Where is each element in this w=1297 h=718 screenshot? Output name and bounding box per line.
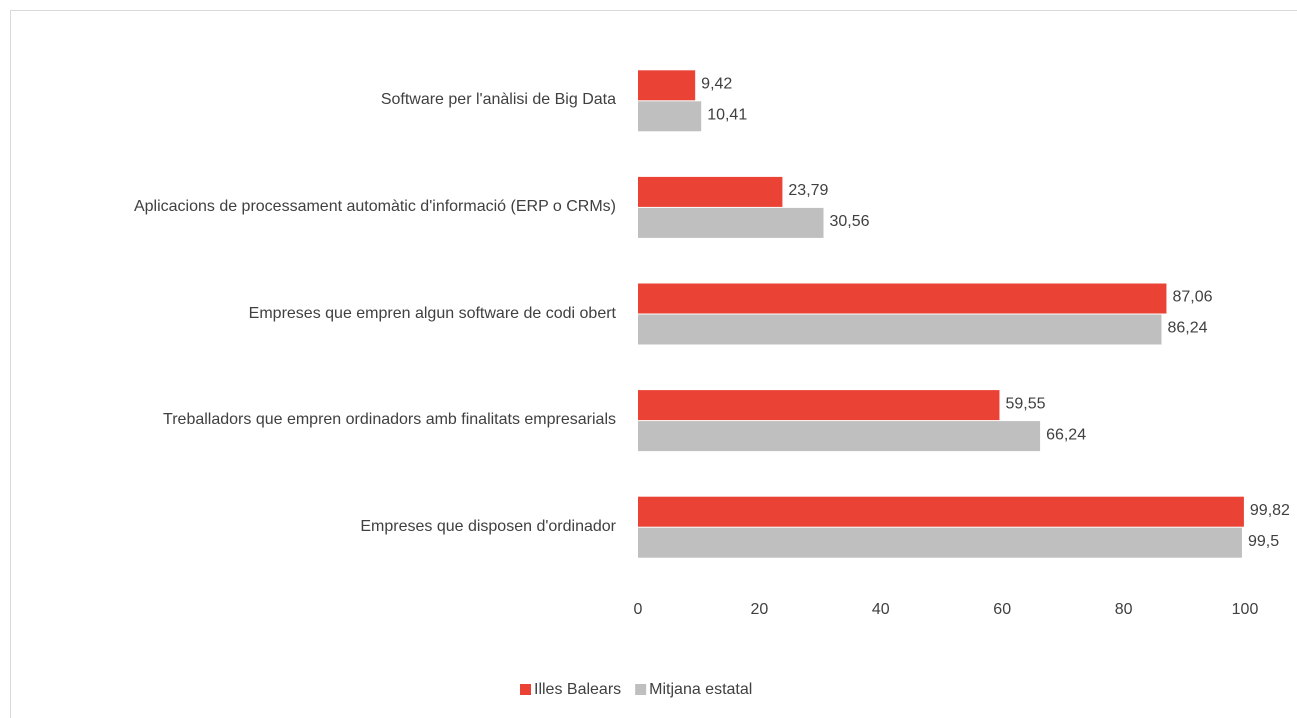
value-label: 66,24: [1046, 426, 1086, 443]
x-tick-label: 80: [1115, 601, 1133, 618]
category-label-box: Aplicacions de processament automàtic d'…: [20, 177, 616, 237]
value-label: 99,5: [1248, 533, 1279, 550]
legend-label: Mitjana estatal: [649, 681, 752, 698]
legend-swatch: [635, 684, 647, 695]
value-label: 59,55: [1005, 395, 1045, 412]
x-tick-label: 60: [993, 601, 1011, 618]
value-label: 87,06: [1172, 289, 1212, 306]
bar: [638, 421, 1041, 452]
chart-border: [10, 10, 1297, 718]
bar: [638, 176, 783, 207]
value-label: 9,42: [701, 76, 732, 93]
value-label: 86,24: [1167, 320, 1207, 337]
bar: [638, 314, 1162, 345]
y-tick-label: Empreses que empren algun software de co…: [248, 304, 616, 322]
bar: [638, 390, 1000, 421]
x-tick-label: 0: [634, 601, 643, 618]
value-label: 10,41: [707, 107, 747, 124]
bar: [638, 101, 702, 132]
category-label-box: Software per l'anàlisi de Big Data: [20, 70, 616, 130]
bar: [638, 527, 1242, 558]
bar: [638, 70, 696, 101]
legend-swatch: [520, 684, 531, 695]
y-tick-label: Aplicacions de processament automàtic d'…: [133, 197, 616, 215]
y-tick-label: Treballadors que empren ordinadors amb f…: [163, 411, 616, 429]
category-label-box: Treballadors que empren ordinadors amb f…: [20, 390, 616, 450]
value-label: 30,56: [829, 213, 869, 230]
category-label-box: Empreses que empren algun software de co…: [20, 284, 616, 344]
legend-label: Illes Balears: [534, 681, 621, 698]
x-tick-label: 20: [751, 601, 769, 618]
x-tick-label: 40: [872, 601, 890, 618]
bar: [638, 283, 1167, 314]
y-tick-label: Empreses que disposen d'ordinador: [360, 517, 616, 535]
value-label: 99,82: [1250, 502, 1290, 519]
bar: [638, 496, 1244, 527]
y-tick-label: Software per l'anàlisi de Big Data: [380, 91, 616, 109]
x-tick-label: 100: [1232, 601, 1259, 618]
bar: [638, 207, 824, 238]
category-label-box: Empreses que disposen d'ordinador: [20, 497, 616, 557]
value-label: 23,79: [788, 182, 828, 199]
